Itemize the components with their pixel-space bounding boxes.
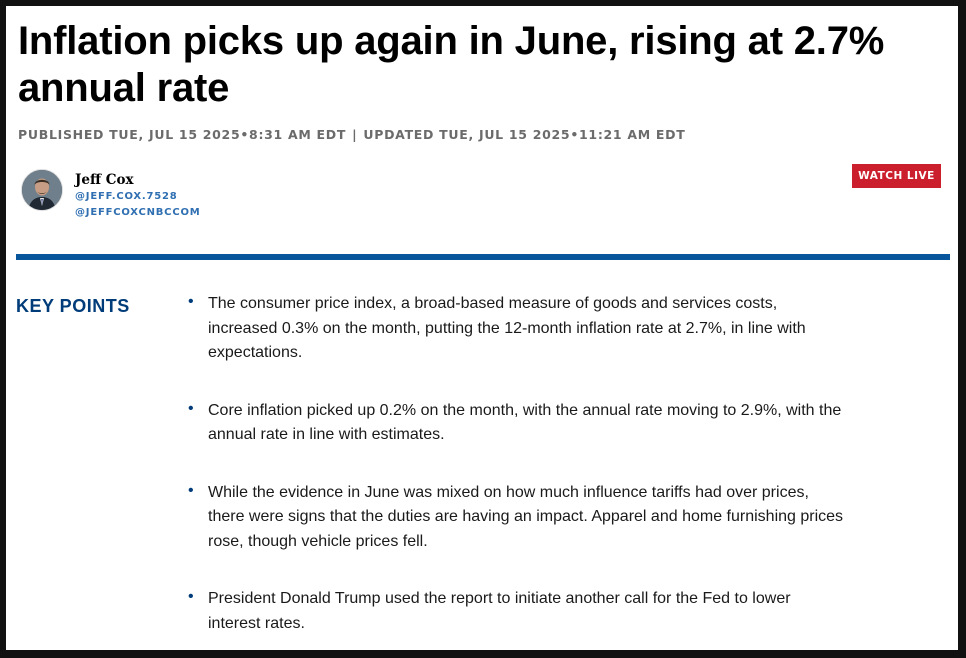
timestamp-separator: | — [352, 127, 358, 142]
watch-live-button[interactable]: WATCH LIVE — [852, 164, 941, 188]
author-byline: Jeff Cox @JEFF.COX.7528 @JEFFCOXCNBCCOM — [21, 169, 421, 219]
key-point-item: • Core inflation picked up 0.2% on the m… — [184, 399, 844, 448]
article-headline: Inflation picks up again in June, rising… — [18, 19, 885, 110]
author-photo-icon — [22, 170, 62, 210]
bullet-dot-icon: • — [188, 399, 194, 417]
author-avatar[interactable] — [21, 169, 63, 211]
key-point-text: The consumer price index, a broad-based … — [208, 295, 806, 361]
key-point-text: While the evidence in June was mixed on … — [208, 483, 844, 550]
key-point-text: Core inflation picked up 0.2% on the mon… — [208, 401, 842, 444]
published-time: PUBLISHED TUE, JUL 15 2025•8:31 AM EDT — [18, 127, 347, 142]
key-points-heading: KEY POINTS — [16, 296, 156, 317]
article-frame: Inflation picks up again in June, rising… — [6, 6, 958, 650]
key-point-item: • The consumer price index, a broad-base… — [184, 292, 844, 366]
author-name[interactable]: Jeff Cox — [75, 172, 134, 188]
key-point-item: • While the evidence in June was mixed o… — [184, 481, 844, 555]
author-handle-facebook[interactable]: @JEFF.COX.7528 — [75, 191, 178, 202]
bullet-dot-icon: • — [188, 481, 194, 499]
bullet-dot-icon: • — [188, 293, 194, 310]
key-points-list: • The consumer price index, a broad-base… — [184, 292, 844, 636]
article-timestamp: PUBLISHED TUE, JUL 15 2025•8:31 AM EDT | U… — [18, 127, 685, 142]
bullet-dot-icon: • — [188, 588, 194, 605]
key-point-item: • President Donald Trump used the report… — [184, 587, 844, 636]
key-point-text: President Donald Trump used the report t… — [208, 590, 791, 632]
section-divider — [16, 254, 950, 260]
key-points-label: KEY POINTS — [16, 296, 130, 316]
updated-time: UPDATED TUE, JUL 15 2025•11:21 AM EDT — [363, 127, 686, 142]
author-handle-twitter[interactable]: @JEFFCOXCNBCCOM — [75, 207, 201, 218]
